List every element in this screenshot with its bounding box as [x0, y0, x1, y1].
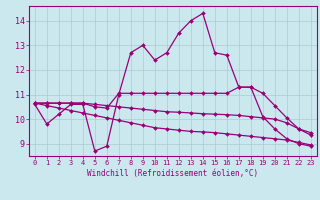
X-axis label: Windchill (Refroidissement éolien,°C): Windchill (Refroidissement éolien,°C): [87, 169, 258, 178]
